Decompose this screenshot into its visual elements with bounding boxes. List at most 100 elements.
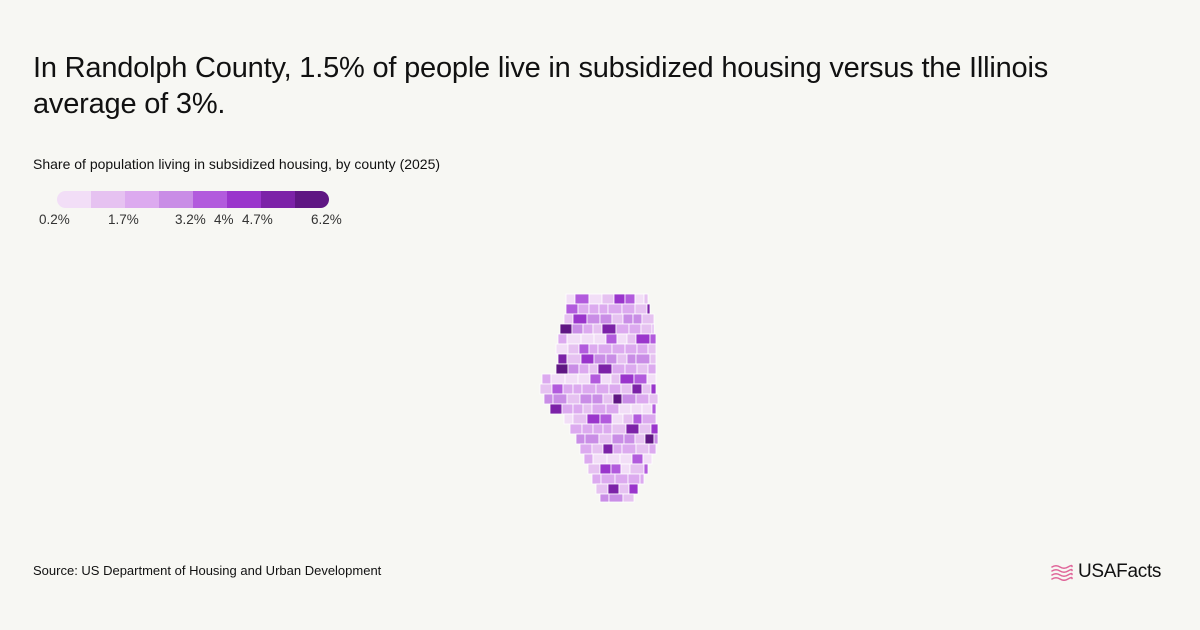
county-shape bbox=[610, 373, 621, 385]
illinois-map-svg bbox=[539, 293, 659, 503]
county-shape bbox=[572, 413, 588, 425]
county-shape bbox=[616, 333, 628, 345]
county-shape bbox=[648, 393, 659, 405]
county-shape bbox=[551, 383, 564, 395]
county-shape bbox=[653, 433, 659, 445]
county-shape bbox=[565, 293, 576, 305]
county-shape bbox=[599, 313, 613, 325]
legend-swatch-0 bbox=[57, 191, 91, 208]
county-shape bbox=[598, 433, 613, 445]
county-shape bbox=[600, 373, 612, 385]
county-shape bbox=[541, 373, 552, 385]
county-shape bbox=[562, 383, 574, 395]
county-shape bbox=[557, 333, 568, 345]
county-shape bbox=[572, 313, 588, 325]
legend-tick-4: 4.7% bbox=[242, 212, 273, 227]
county-shape bbox=[613, 293, 626, 305]
county-shape bbox=[601, 293, 615, 305]
county-shape bbox=[579, 393, 593, 405]
county-shape bbox=[611, 343, 626, 355]
county-shape bbox=[600, 473, 616, 485]
county-shape bbox=[641, 413, 657, 425]
headline: In Randolph County, 1.5% of people live … bbox=[33, 52, 1048, 120]
county-shape bbox=[563, 413, 574, 425]
county-shape bbox=[606, 453, 621, 465]
county-shape bbox=[641, 383, 652, 395]
legend-tick-5: 6.2% bbox=[311, 212, 342, 227]
county-shape bbox=[597, 343, 613, 355]
legend-tick-0: 0.2% bbox=[39, 212, 70, 227]
county-shape bbox=[578, 363, 590, 375]
county-shape bbox=[643, 293, 649, 305]
county-shape bbox=[611, 363, 626, 375]
county-shape bbox=[630, 403, 643, 415]
county-shape bbox=[628, 483, 639, 495]
county-shape bbox=[633, 373, 648, 385]
county-shape bbox=[597, 363, 613, 375]
county-shape bbox=[591, 443, 604, 455]
county-shape bbox=[566, 393, 581, 405]
illinois-county-map bbox=[536, 290, 666, 510]
county-shape bbox=[651, 403, 657, 415]
usafacts-logo: USAFacts bbox=[1050, 560, 1161, 584]
flag-icon bbox=[1051, 564, 1073, 581]
county-shape bbox=[631, 453, 644, 465]
county-shape bbox=[624, 363, 638, 375]
map-subtitle: Share of population living in subsidized… bbox=[33, 156, 441, 172]
legend-tick-3: 4% bbox=[214, 212, 234, 227]
legend-color-bar bbox=[57, 191, 329, 208]
county-shape bbox=[623, 433, 636, 445]
county-shape bbox=[550, 373, 566, 385]
county-shape bbox=[582, 323, 594, 335]
county-shape bbox=[555, 343, 569, 355]
county-shape bbox=[635, 353, 651, 365]
county-shape bbox=[607, 303, 623, 315]
county-shape bbox=[571, 323, 584, 335]
county-shape bbox=[591, 473, 602, 485]
county-shape bbox=[616, 353, 628, 365]
county-shape bbox=[591, 403, 607, 415]
county-shape bbox=[646, 303, 651, 315]
county-shape bbox=[605, 403, 620, 415]
county-shape bbox=[588, 343, 599, 355]
county-shape bbox=[618, 403, 632, 415]
county-shape bbox=[642, 453, 653, 465]
county-shape bbox=[598, 303, 609, 315]
county-shape bbox=[641, 403, 653, 415]
county-shape bbox=[581, 383, 597, 395]
legend-tick-2: 3.2% bbox=[175, 212, 206, 227]
county-shape bbox=[644, 433, 655, 445]
county-shape bbox=[595, 383, 610, 395]
county-shape bbox=[622, 313, 634, 325]
county-shape bbox=[567, 343, 580, 355]
county-shape bbox=[579, 443, 593, 455]
county-shape bbox=[605, 333, 618, 345]
county-shape bbox=[578, 343, 590, 355]
county-shape bbox=[577, 303, 590, 315]
county-shape bbox=[634, 293, 645, 305]
color-legend: 0.2% 1.7% 3.2% 4% 4.7% 6.2% bbox=[33, 191, 373, 231]
county-shape bbox=[639, 473, 645, 485]
county-shape bbox=[611, 433, 625, 445]
county-shape bbox=[632, 413, 643, 425]
county-shape bbox=[592, 453, 608, 465]
county-shape bbox=[586, 413, 601, 425]
legend-swatch-1 bbox=[91, 191, 125, 208]
county-shape bbox=[622, 493, 635, 503]
county-shape bbox=[602, 393, 614, 405]
county-shape bbox=[557, 353, 568, 365]
county-shape bbox=[599, 413, 613, 425]
county-shape bbox=[543, 393, 554, 405]
county-shape bbox=[624, 343, 638, 355]
county-shape bbox=[539, 383, 553, 395]
county-shape bbox=[588, 303, 600, 315]
county-shape bbox=[620, 463, 631, 475]
county-shape bbox=[599, 493, 610, 503]
county-shape bbox=[631, 383, 643, 395]
county-shape bbox=[574, 293, 590, 305]
legend-swatch-3 bbox=[159, 191, 193, 208]
county-shape bbox=[619, 373, 635, 385]
county-shape bbox=[608, 493, 624, 503]
legend-tick-1: 1.7% bbox=[108, 212, 139, 227]
county-shape bbox=[618, 483, 630, 495]
